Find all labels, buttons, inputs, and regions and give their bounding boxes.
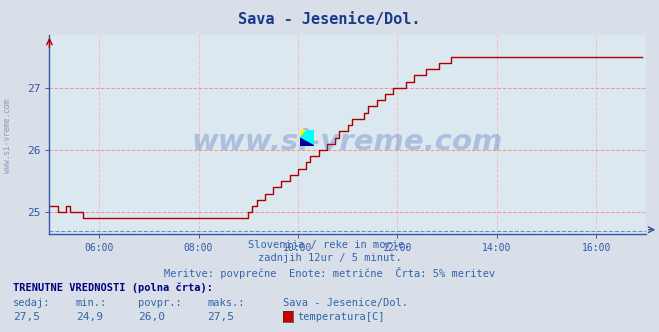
- Text: min.:: min.:: [76, 298, 107, 308]
- Text: 24,9: 24,9: [76, 312, 103, 322]
- Text: www.si-vreme.com: www.si-vreme.com: [3, 99, 13, 173]
- Text: temperatura[C]: temperatura[C]: [298, 312, 386, 322]
- Text: 27,5: 27,5: [13, 312, 40, 322]
- Text: Slovenija / reke in morje.: Slovenija / reke in morje.: [248, 240, 411, 250]
- Text: Sava - Jesenice/Dol.: Sava - Jesenice/Dol.: [283, 298, 409, 308]
- Text: www.si-vreme.com: www.si-vreme.com: [192, 128, 503, 156]
- Text: Meritve: povprečne  Enote: metrične  Črta: 5% meritev: Meritve: povprečne Enote: metrične Črta:…: [164, 267, 495, 279]
- Text: Sava - Jesenice/Dol.: Sava - Jesenice/Dol.: [239, 12, 420, 27]
- Polygon shape: [300, 138, 314, 146]
- Text: povpr.:: povpr.:: [138, 298, 182, 308]
- Polygon shape: [300, 130, 314, 146]
- Text: TRENUTNE VREDNOSTI (polna črta):: TRENUTNE VREDNOSTI (polna črta):: [13, 283, 213, 293]
- Text: maks.:: maks.:: [208, 298, 245, 308]
- Polygon shape: [300, 130, 307, 138]
- Text: sedaj:: sedaj:: [13, 298, 51, 308]
- Text: 27,5: 27,5: [208, 312, 235, 322]
- Text: zadnjih 12ur / 5 minut.: zadnjih 12ur / 5 minut.: [258, 253, 401, 263]
- Text: 26,0: 26,0: [138, 312, 165, 322]
